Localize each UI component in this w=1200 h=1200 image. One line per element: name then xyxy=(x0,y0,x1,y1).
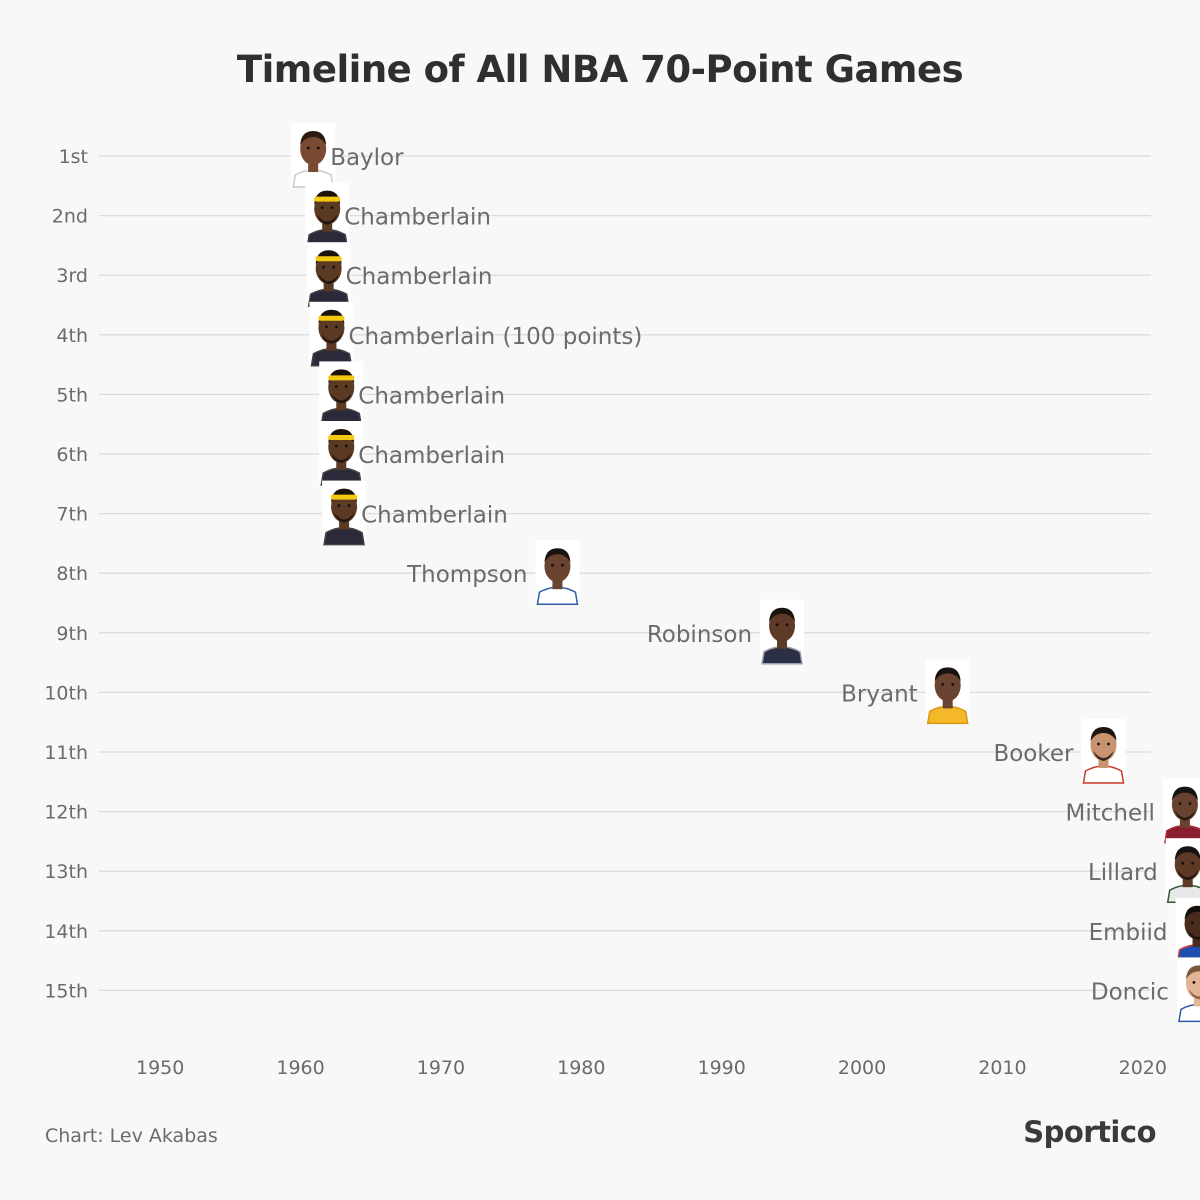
chamberlain-portrait xyxy=(305,182,350,248)
brand-logo: Sportico xyxy=(1023,1115,1156,1149)
x-tick-label: 2000 xyxy=(838,1057,886,1079)
x-tick-label: 1960 xyxy=(276,1057,324,1079)
player-label: Embiid xyxy=(1089,920,1168,946)
rank-label: 9th xyxy=(56,623,88,645)
x-tick-label: 1980 xyxy=(557,1057,605,1079)
player-label: Chamberlain xyxy=(344,205,491,231)
rank-label: 6th xyxy=(56,444,88,466)
player-label: Chamberlain (100 points) xyxy=(348,324,642,350)
rank-label: 5th xyxy=(56,384,88,406)
player-label: Booker xyxy=(993,741,1074,767)
rank-label: 7th xyxy=(56,504,88,526)
rank-label: 8th xyxy=(56,563,88,585)
chamberlain-portrait xyxy=(306,242,351,307)
x-tick-label: 1990 xyxy=(697,1057,745,1079)
rank-label: 10th xyxy=(44,682,88,704)
player-label: Bryant xyxy=(841,681,918,707)
rank-label: 2nd xyxy=(52,206,88,228)
rank-label: 15th xyxy=(44,980,88,1002)
x-tick-label: 1970 xyxy=(417,1057,465,1079)
player-label: Chamberlain xyxy=(358,383,505,409)
chamberlain-portrait xyxy=(309,301,354,367)
robinson-portrait xyxy=(760,599,805,665)
player-label: Chamberlain xyxy=(346,264,493,290)
player-label: Baylor xyxy=(330,145,404,171)
mitchell-portrait xyxy=(1162,778,1200,844)
rank-label: 4th xyxy=(56,325,88,347)
x-tick-label: 2020 xyxy=(1119,1057,1167,1079)
thompson-portrait xyxy=(535,540,580,605)
rank-label: 11th xyxy=(44,742,88,764)
player-label: Thompson xyxy=(406,562,527,588)
chart-credit: Chart: Lev Akabas xyxy=(45,1125,218,1147)
player-label: Doncic xyxy=(1091,979,1169,1005)
chamberlain-portrait xyxy=(322,480,367,546)
player-label: Robinson xyxy=(647,622,752,648)
player-label: Mitchell xyxy=(1066,801,1155,827)
x-tick-label: 2010 xyxy=(978,1057,1026,1079)
rank-label: 3rd xyxy=(56,265,88,287)
chamberlain-portrait xyxy=(319,361,364,427)
chamberlain-portrait xyxy=(319,421,364,486)
lillard-portrait xyxy=(1165,838,1200,903)
rank-label: 14th xyxy=(44,921,88,943)
player-label: Chamberlain xyxy=(358,443,505,469)
x-tick-label: 1950 xyxy=(136,1057,184,1079)
doncic-portrait xyxy=(1176,957,1200,1023)
rank-label: 1st xyxy=(59,146,88,168)
rank-label: 13th xyxy=(44,861,88,883)
bryant-portrait xyxy=(925,659,970,725)
chart-title: Timeline of All NBA 70-Point Games xyxy=(236,48,964,91)
player-label: Lillard xyxy=(1088,860,1158,886)
player-label: Chamberlain xyxy=(361,503,508,529)
baylor-portrait xyxy=(291,123,336,188)
rank-label: 12th xyxy=(44,802,88,824)
embiid-portrait xyxy=(1175,897,1200,963)
booker-portrait xyxy=(1081,719,1126,784)
